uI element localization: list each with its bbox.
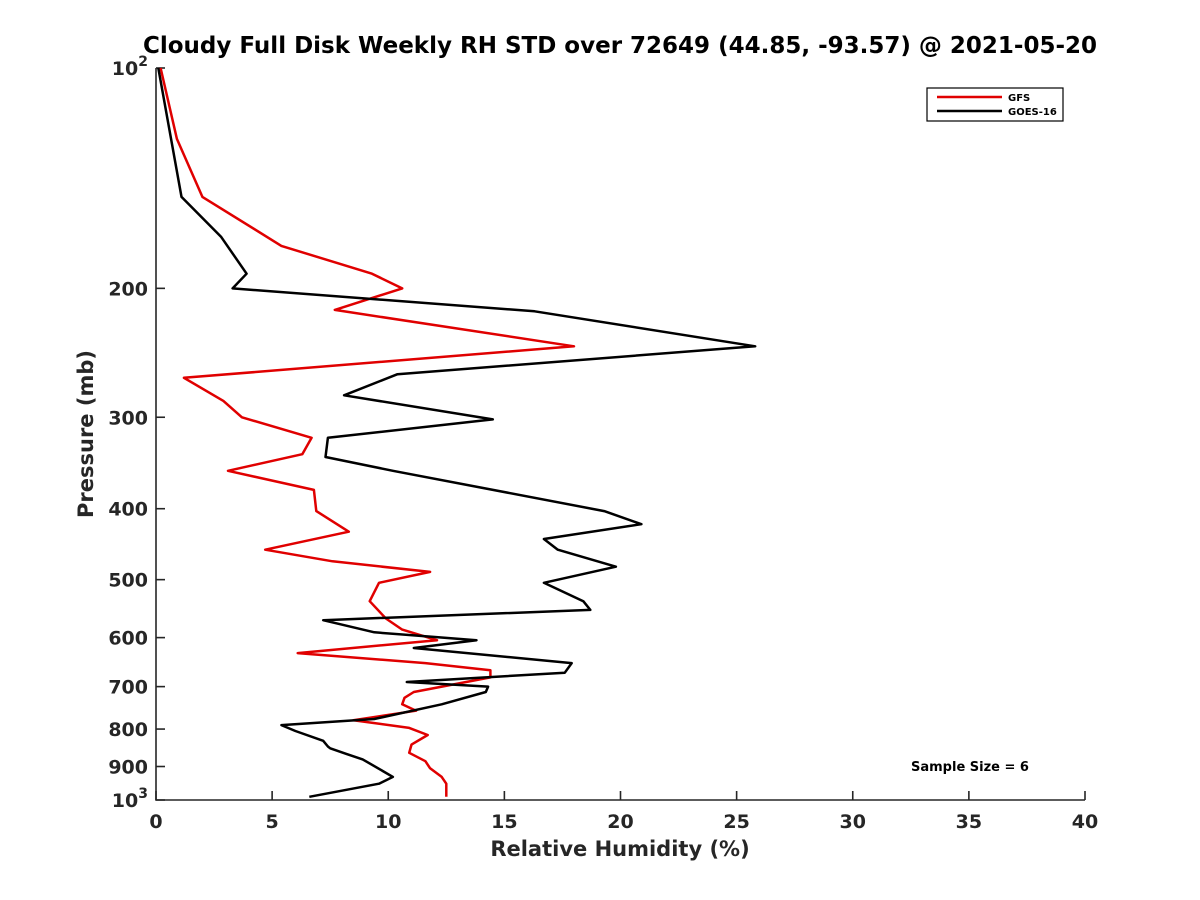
legend-box bbox=[926, 87, 1064, 122]
x-tick-label-1: 5 bbox=[266, 811, 279, 833]
y-tick-label-1: 200 bbox=[108, 278, 148, 300]
series-line-goes16 bbox=[157, 67, 757, 799]
y-tick-label-7: 800 bbox=[108, 719, 148, 741]
x-tick-label-3: 15 bbox=[491, 811, 517, 833]
y-tick-label-9: 103 bbox=[112, 786, 148, 812]
y-axis: 102 200 300 400 500 600 700 800 900 103 bbox=[108, 54, 165, 812]
y-tick-label-8: 900 bbox=[108, 757, 148, 779]
series-line-gfs bbox=[159, 67, 576, 797]
y-tick-label-3: 400 bbox=[108, 499, 148, 521]
y-tick-label-5: 600 bbox=[108, 628, 148, 650]
y-axis-title: Pressure (mb) bbox=[74, 350, 98, 518]
y-tick-label-0: 102 bbox=[112, 54, 148, 80]
y-tick-label-6: 700 bbox=[108, 677, 148, 699]
y-tick-label-4: 500 bbox=[108, 570, 148, 592]
legend-label-goes16: GOES-16 bbox=[1008, 107, 1057, 118]
x-tick-label-2: 10 bbox=[375, 811, 401, 833]
x-tick-label-0: 0 bbox=[149, 811, 162, 833]
x-tick-label-5: 25 bbox=[723, 811, 749, 833]
series-layer bbox=[157, 67, 757, 799]
legend-label-gfs: GFS bbox=[1008, 93, 1030, 104]
sample-size-annotation: Sample Size = 6 bbox=[911, 760, 1029, 775]
x-tick-label-4: 20 bbox=[607, 811, 633, 833]
chart-title: Cloudy Full Disk Weekly RH STD over 7264… bbox=[143, 33, 1097, 59]
legend: GFS GOES-16 bbox=[926, 87, 1064, 122]
y-tick-label-2: 300 bbox=[108, 407, 148, 429]
x-tick-label-6: 30 bbox=[840, 811, 866, 833]
x-tick-label-7: 35 bbox=[956, 811, 982, 833]
x-axis-title: Relative Humidity (%) bbox=[490, 837, 749, 861]
x-tick-label-8: 40 bbox=[1072, 811, 1098, 833]
x-axis: 0 5 10 15 20 25 30 35 40 bbox=[149, 791, 1098, 833]
